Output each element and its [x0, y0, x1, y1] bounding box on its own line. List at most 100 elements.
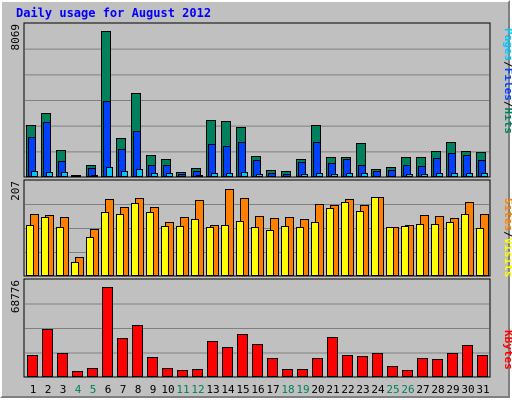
files-bar [373, 171, 381, 177]
day-label: 2 [45, 383, 52, 396]
kbytes-bar [372, 353, 383, 377]
day-label: 3 [60, 383, 67, 396]
pages-bar [481, 173, 488, 177]
visits-bar [221, 225, 229, 276]
kbytes-bar [177, 370, 188, 377]
files-bar [103, 101, 111, 177]
day-label: 21 [326, 383, 339, 396]
pages-bar [61, 172, 68, 177]
kbytes-bar [117, 338, 128, 377]
kbytes-bar [447, 353, 458, 377]
day-label: 15 [236, 383, 249, 396]
kbytes-bar [357, 356, 368, 377]
visits-bar [86, 237, 94, 276]
day-label: 9 [150, 383, 157, 396]
day-label: 23 [356, 383, 369, 396]
legend-kbytes: KBytes [502, 330, 512, 370]
visits-bar [41, 217, 49, 276]
day-label: 25 [386, 383, 399, 396]
visits-bar [251, 227, 259, 276]
day-label: 7 [120, 383, 127, 396]
visits-bar [206, 227, 214, 276]
files-bar [313, 142, 321, 177]
visits-bar [476, 228, 484, 276]
visits-bar [71, 262, 79, 276]
pages-bar [256, 174, 263, 177]
visits-bar [326, 208, 334, 276]
visits-bar [356, 211, 364, 276]
visits-bar [236, 221, 244, 276]
kbytes-bar [477, 355, 488, 377]
kbytes-bar [252, 344, 263, 377]
day-label: 26 [401, 383, 414, 396]
legend-kbytes-label: KBytes [502, 330, 512, 370]
pages-bar [466, 173, 473, 177]
pages-bar [166, 173, 173, 177]
day-label: 13 [206, 383, 219, 396]
visits-bar [101, 212, 109, 276]
kbytes-bar [87, 368, 98, 377]
pages-bar [121, 171, 128, 177]
day-label: 8 [135, 383, 142, 396]
files-bar [388, 170, 396, 177]
day-label: 20 [311, 383, 324, 396]
kbytes-bar [207, 341, 218, 377]
chart-title: Daily usage for August 2012 [16, 6, 211, 20]
pages-bar [226, 173, 233, 177]
visits-bar [461, 214, 469, 276]
files-bar [43, 122, 51, 177]
day-label: 29 [446, 383, 459, 396]
pages-bar [136, 169, 143, 177]
kbytes-bar [162, 368, 173, 377]
legend-separator: / [502, 61, 512, 68]
kbytes-bar [147, 357, 158, 377]
pages-bar [361, 173, 368, 177]
kbytes-bar [342, 355, 353, 377]
pages-bar [331, 174, 338, 177]
visits-bar [116, 214, 124, 276]
day-label: 6 [105, 383, 112, 396]
pages-bar [346, 173, 353, 177]
day-label: 1 [30, 383, 37, 396]
files-bar [268, 173, 276, 177]
day-label: 19 [296, 383, 309, 396]
kbytes-bar [57, 353, 68, 377]
legend-separator: / [502, 231, 512, 238]
kbytes-bar [312, 358, 323, 377]
pages-bar [31, 171, 38, 177]
visits-bar [446, 222, 454, 276]
legend-sites-visits: Sites/Visits [502, 198, 512, 278]
pages-bar [151, 173, 158, 177]
visits-bar [386, 227, 394, 276]
kbytes-bar [462, 345, 473, 377]
pages-bar [316, 173, 323, 177]
pages-bar [211, 173, 218, 177]
files-bar [283, 174, 291, 177]
legend-separator: / [502, 101, 512, 108]
visits-bar [341, 202, 349, 276]
files-bar [238, 142, 246, 177]
visits-bar [131, 203, 139, 276]
day-label: 31 [476, 383, 489, 396]
kbytes-bar [132, 325, 143, 377]
visits-bar [401, 226, 409, 276]
kbytes-bar [42, 329, 53, 377]
day-label: 22 [341, 383, 354, 396]
kbytes-bar [267, 358, 278, 377]
visits-bar [146, 212, 154, 276]
day-label: 28 [431, 383, 444, 396]
day-label: 18 [281, 383, 294, 396]
files-bar [223, 146, 231, 177]
pages-bar [196, 175, 203, 177]
pages-bar [301, 174, 308, 177]
visits-bar [416, 224, 424, 276]
visits-bar [266, 230, 274, 276]
day-label: 16 [251, 383, 264, 396]
kbytes-bar [297, 369, 308, 377]
hits-bar [71, 175, 81, 177]
day-label: 24 [371, 383, 385, 396]
legend-hits-files-pages: Pages/Files/Hits [502, 28, 512, 134]
visits-bar [161, 226, 169, 276]
legend-hits: Hits [502, 108, 512, 135]
